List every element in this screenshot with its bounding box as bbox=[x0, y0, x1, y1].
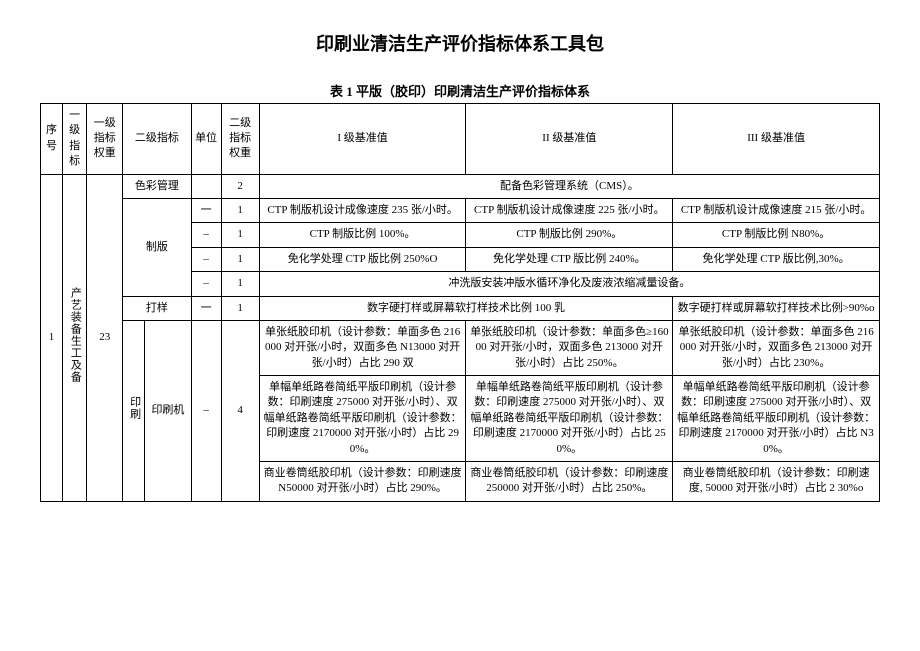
th-lvl1: 一级指标 bbox=[63, 104, 87, 175]
cell-b1: 单幅单纸路卷简纸平版印刷机（设计参数：印刷速度 275000 对开张/小时）、双… bbox=[259, 376, 466, 462]
cell-b1: 单张纸胶印机（设计参数：单面多色 216000 对开张/小时，双面多色 N130… bbox=[259, 320, 466, 375]
cell-span: 配备色彩管理系统（CMS）。 bbox=[259, 174, 879, 198]
cell-lvl1-weight: 23 bbox=[87, 174, 123, 501]
table-caption: 表 1 平版（胶印）印刷清洁生产评价指标体系 bbox=[40, 81, 880, 100]
cell-b2: 单张纸胶印机（设计参数：单面多色≥16000 对开张/小时，双面多色 21300… bbox=[466, 320, 673, 375]
cell-unit: 一 bbox=[191, 296, 221, 320]
cell-unit bbox=[191, 174, 221, 198]
cell-unit: – bbox=[191, 272, 221, 296]
cell-l2a: 印刷 bbox=[123, 320, 145, 501]
cell-l2b: 印刷机 bbox=[145, 320, 191, 501]
cell-l2w: 1 bbox=[221, 198, 259, 222]
page-title: 印刷业清洁生产评价指标体系工具包 bbox=[40, 30, 880, 56]
cell-span: 冲洗版安装冲版水循环净化及废液浓缩减量设备。 bbox=[259, 272, 879, 296]
cell-b1: CTP 制版比例 100%。 bbox=[259, 223, 466, 247]
cell-l2: 色彩管理 bbox=[123, 174, 191, 198]
cell-b2: CTP 制版比例 290%。 bbox=[466, 223, 673, 247]
cell-b2: 商业卷筒纸胶印机（设计参数：印刷速度 250000 对开张/小时）占比 250%… bbox=[466, 462, 673, 502]
th-base1: I 级基准值 bbox=[259, 104, 466, 175]
th-lvl1w: 一级指标权重 bbox=[87, 104, 123, 175]
cell-b1: 免化学处理 CTP 版比例 250%O bbox=[259, 247, 466, 271]
th-base3: III 级基准值 bbox=[673, 104, 880, 175]
cell-b3: CTP 制版机设计成像速度 215 张/小时。 bbox=[673, 198, 880, 222]
cell-seq: 1 bbox=[41, 174, 63, 501]
table-row: 印刷 印刷机 – 4 单张纸胶印机（设计参数：单面多色 216000 对开张/小… bbox=[41, 320, 880, 375]
cell-lvl1-name: 产艺装备生工及备 bbox=[63, 174, 87, 501]
cell-b3: 数字硬打样或屏幕软打样技术比例>90%o bbox=[673, 296, 880, 320]
cell-l2w: 2 bbox=[221, 174, 259, 198]
cell-l2w: 4 bbox=[221, 320, 259, 501]
cell-l2w: 1 bbox=[221, 223, 259, 247]
indicator-table: 序号 一级指标 一级指标权重 二级指标 单位 二级指标权重 I 级基准值 II … bbox=[40, 103, 880, 502]
cell-unit: 一 bbox=[191, 198, 221, 222]
cell-b2: CTP 制版机设计成像速度 225 张/小时。 bbox=[466, 198, 673, 222]
th-seq: 序号 bbox=[41, 104, 63, 175]
cell-b3: 商业卷筒纸胶印机（设计参数：印刷速度, 50000 对开张/小时）占比 2 30… bbox=[673, 462, 880, 502]
table-row: 打样 一 1 数字硬打样或屏幕软打样技术比例 100 乳 数字硬打样或屏幕软打样… bbox=[41, 296, 880, 320]
cell-unit: – bbox=[191, 320, 221, 501]
th-base2: II 级基准值 bbox=[466, 104, 673, 175]
cell-l2w: 1 bbox=[221, 272, 259, 296]
cell-l2w: 1 bbox=[221, 247, 259, 271]
l2a-text: 印刷 bbox=[126, 396, 141, 420]
cell-b3: 单张纸胶印机（设计参数：单面多色 216000 对开张/小时，双面多色 2130… bbox=[673, 320, 880, 375]
lvl1-name-text: 产艺装备生工及备 bbox=[67, 287, 82, 383]
cell-b1: 商业卷筒纸胶印机（设计参数：印刷速度 N50000 对开张/小时）占比 290%… bbox=[259, 462, 466, 502]
cell-unit: – bbox=[191, 223, 221, 247]
th-lvl2w: 二级指标权重 bbox=[221, 104, 259, 175]
th-unit: 单位 bbox=[191, 104, 221, 175]
table-header-row: 序号 一级指标 一级指标权重 二级指标 单位 二级指标权重 I 级基准值 II … bbox=[41, 104, 880, 175]
cell-unit: – bbox=[191, 247, 221, 271]
cell-l2w: 1 bbox=[221, 296, 259, 320]
cell-l2: 制版 bbox=[123, 198, 191, 296]
cell-b2: 单幅单纸路卷简纸平版印刷机（设计参数：印刷速度 275000 对开张/小时）、双… bbox=[466, 376, 673, 462]
table-row: 1 产艺装备生工及备 23 色彩管理 2 配备色彩管理系统（CMS）。 bbox=[41, 174, 880, 198]
cell-b12: 数字硬打样或屏幕软打样技术比例 100 乳 bbox=[259, 296, 672, 320]
cell-b3: CTP 制版比例 N80%。 bbox=[673, 223, 880, 247]
cell-b1: CTP 制版机设计成像速度 235 张/小时。 bbox=[259, 198, 466, 222]
table-row: 制版 一 1 CTP 制版机设计成像速度 235 张/小时。 CTP 制版机设计… bbox=[41, 198, 880, 222]
cell-b2: 免化学处理 CTP 版比例 240%。 bbox=[466, 247, 673, 271]
cell-l2: 打样 bbox=[123, 296, 191, 320]
cell-b3: 免化学处理 CTP 版比例,30%。 bbox=[673, 247, 880, 271]
cell-b3: 单幅单纸路卷简纸平版印刷机（设计参数：印刷速度 275000 对开张/小时）、双… bbox=[673, 376, 880, 462]
th-lvl2: 二级指标 bbox=[123, 104, 191, 175]
